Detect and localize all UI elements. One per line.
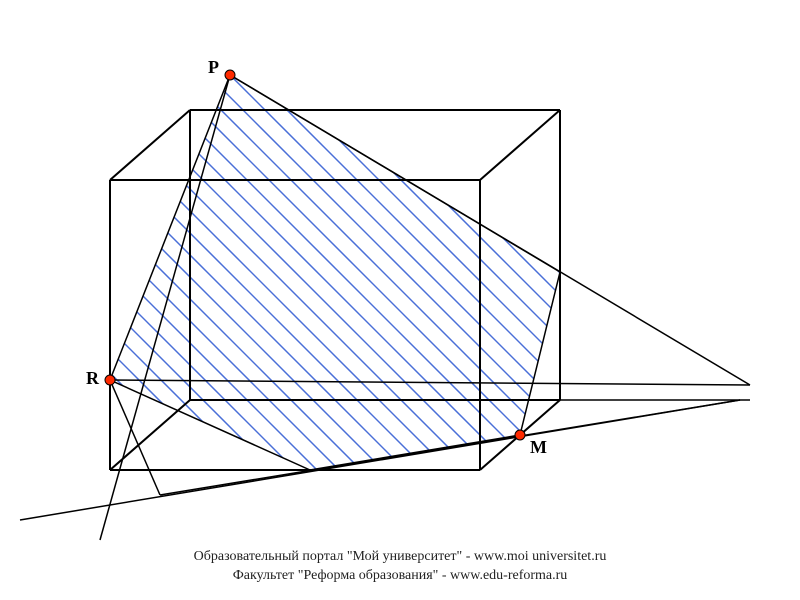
diagram-stage: P R M Образовательный портал "Мой универ… — [0, 0, 800, 600]
section-hatching — [60, 0, 610, 600]
point-r — [105, 375, 115, 385]
geometry-svg — [0, 0, 800, 600]
footer-credits: Образовательный портал "Мой университет"… — [0, 548, 800, 586]
point-m — [515, 430, 525, 440]
label-p: P — [208, 57, 219, 78]
footer-line-2: Факультет "Реформа образования" - www.ed… — [0, 567, 800, 586]
footer-line-1: Образовательный портал "Мой университет"… — [0, 548, 800, 567]
label-r: R — [86, 368, 99, 389]
point-p — [225, 70, 235, 80]
label-m: M — [530, 437, 547, 458]
